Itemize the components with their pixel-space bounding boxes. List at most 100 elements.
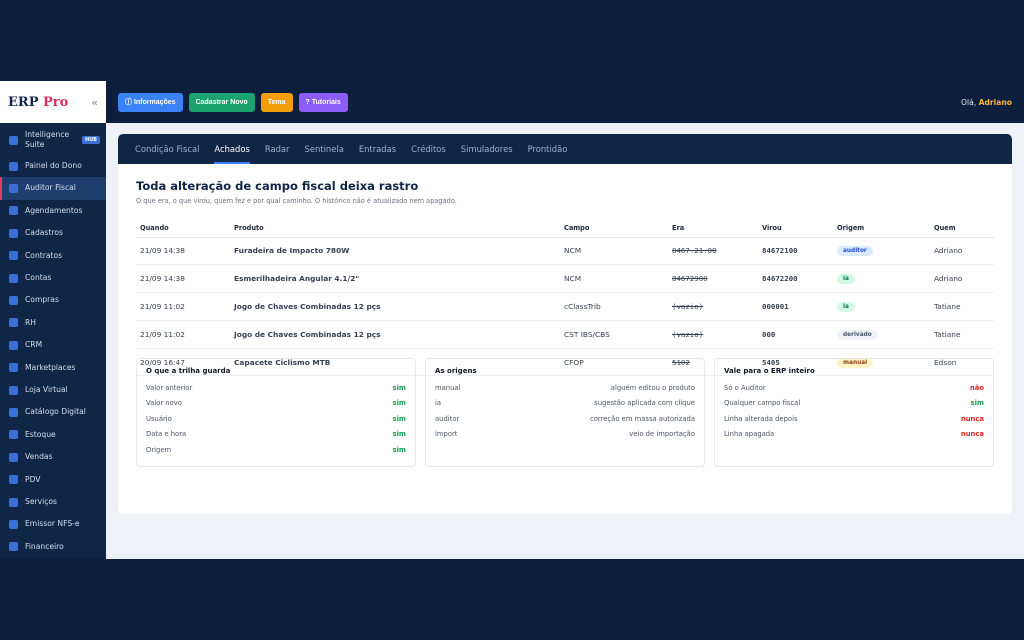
user-cell: Adriano: [930, 264, 994, 294]
sidebar-item-loja-virtual[interactable]: Loja Virtual: [0, 379, 106, 401]
sidebar-item-pdv[interactable]: PDV: [0, 468, 106, 490]
sidebar-item-servicos[interactable]: Serviços: [0, 491, 106, 513]
sidebar-item-vendas[interactable]: Vendas: [0, 446, 106, 468]
product-link[interactable]: Jogo de Chaves Combinadas 12 pçs: [230, 292, 560, 321]
tab-bar: Condição Fiscal Achados Radar Sentinela Entr…: [118, 134, 1012, 164]
info-button[interactable]: ⓘ Informações: [118, 92, 183, 112]
sidebar-item-label: Contratos: [25, 250, 63, 260]
table-row[interactable]: 21/09 14:38 Esmerilhadeira Angular 4.1/2"…: [136, 264, 994, 294]
sidebar-item-label: Estoque: [25, 429, 56, 439]
info-box-key: manual: [435, 383, 461, 392]
table-row[interactable]: 21/09 11:02 Jogo de Chaves Combinadas 12 …: [136, 292, 994, 321]
sidebar-item-label: Contas: [25, 273, 52, 283]
sidebar-item-compras[interactable]: Compras: [0, 289, 106, 311]
info-box-key: Usuário: [146, 414, 172, 423]
sidebar-item-agendamentos[interactable]: Agendamentos: [0, 200, 106, 222]
agendamentos-icon: [9, 206, 18, 216]
table-header-row: Quando Produto Campo Era Virou Origem Quem: [136, 220, 994, 238]
old-value-cell: (vazio): [668, 292, 758, 321]
sidebar-item-financeiro[interactable]: Financeiro: [0, 536, 106, 558]
info-box-value: não: [969, 383, 984, 392]
tab-condicao-fiscal[interactable]: Condição Fiscal: [135, 144, 200, 154]
info-box-key: Valor novo: [146, 399, 182, 408]
origin-cell: derivado: [833, 320, 930, 349]
emissor-nfs-e-icon: [9, 519, 18, 529]
column-header: Quando: [136, 220, 230, 238]
sidebar-item-contratos[interactable]: Contratos: [0, 245, 106, 267]
sidebar-item-label: Vendas: [25, 452, 53, 462]
app-logo[interactable]: ERP Pro: [8, 95, 68, 110]
info-box-row: Valor anterior sim: [146, 380, 406, 396]
tab-prontidao[interactable]: Prontidão: [527, 144, 568, 154]
info-box-row: Data e hora sim: [146, 427, 406, 443]
info-box-value: correção em massa autorizada: [590, 414, 695, 423]
info-box-value: sugestão aplicada com clique: [594, 399, 695, 408]
sidebar-item-catalogo-digital[interactable]: Catálogo Digital: [0, 401, 106, 423]
info-box-row: auditor correção em massa autorizada: [435, 411, 695, 427]
info-box-value: sim: [392, 399, 406, 408]
product-link[interactable]: Jogo de Chaves Combinadas 12 pçs: [230, 320, 560, 349]
origin-cell: manual: [833, 348, 930, 377]
column-header: Virou: [758, 220, 833, 238]
info-box-value: nunca: [960, 430, 984, 439]
top-toolbar: ⓘ Informações Cadastrar Novo Tema ? Tuto…: [106, 81, 1024, 123]
info-box-as-origens: As origens manual alguém editou o produto i…: [425, 358, 705, 467]
sidebar-item-label: CRM: [25, 340, 43, 350]
info-box-row: Só o Auditor não: [724, 380, 984, 396]
table-row[interactable]: 21/09 11:02 Jogo de Chaves Combinadas 12 …: [136, 320, 994, 349]
timestamp-cell: 21/09 14:38: [136, 237, 230, 266]
sidebar-item-auditor-fiscal[interactable]: Auditor Fiscal: [0, 177, 106, 201]
tutorials-button[interactable]: ? Tutoriais: [298, 92, 348, 112]
catalogo-digital-icon: [9, 407, 18, 417]
sidebar-item-rh[interactable]: RH: [0, 312, 106, 334]
new-value-cell: 000: [758, 320, 833, 349]
greeting-text: Olá,: [961, 97, 977, 107]
origin-badge: derivado: [837, 329, 878, 340]
sidebar-item-marketplaces[interactable]: Marketplaces: [0, 357, 106, 379]
sidebar-item-emissor-nfs-e[interactable]: Emissor NFS-e: [0, 513, 106, 535]
page-title: Toda alteração de campo fiscal deixa ras…: [136, 179, 419, 193]
info-box-key: Origem: [146, 445, 172, 454]
product-link[interactable]: Esmerilhadeira Angular 4.1/2": [230, 264, 560, 294]
sidebar-item-estoque[interactable]: Estoque: [0, 424, 106, 446]
tab-creditos[interactable]: Créditos: [411, 144, 446, 154]
column-header: Quem: [930, 220, 994, 238]
field-cell: cClassTrib: [560, 292, 668, 321]
old-value-cell: 84672900: [668, 264, 758, 294]
user-name: Adriano: [978, 97, 1012, 107]
theme-button[interactable]: Tema: [260, 92, 293, 112]
sidebar-item-label: PDV: [25, 474, 41, 484]
tab-simuladores[interactable]: Simuladores: [460, 144, 513, 154]
collapse-sidebar-icon[interactable]: «: [91, 95, 98, 109]
field-cell: NCM: [560, 237, 668, 266]
product-link[interactable]: Furadeira de Impacto 780W: [230, 237, 560, 266]
table-row[interactable]: 20/09 16:47 Capacete Ciclismo MTB CFOP 5102…: [136, 348, 994, 377]
user-greeting[interactable]: Olá, Adriano: [961, 98, 1012, 107]
sidebar-item-cadastros[interactable]: Cadastros: [0, 222, 106, 244]
change-log-table: Quando Produto Campo Era Virou Origem Quem 21/…: [136, 220, 994, 377]
contas-icon: [9, 273, 18, 283]
sidebar-item-crm[interactable]: CRM: [0, 334, 106, 356]
origin-cell: ia: [833, 292, 930, 321]
tab-entradas[interactable]: Entradas: [358, 144, 397, 154]
sidebar-item-painel-do-dono[interactable]: Painel do Dono: [0, 155, 106, 177]
painel-do-dono-icon: [9, 161, 18, 171]
origin-badge: ia: [837, 274, 855, 285]
sidebar-item-intelligence-suite[interactable]: Intelligence Suite HUB: [0, 125, 106, 155]
tab-sentinela[interactable]: Sentinela: [304, 144, 344, 154]
logo-text: ERP: [8, 94, 39, 110]
table-row[interactable]: 21/09 14:38 Furadeira de Impacto 780W NCM 8…: [136, 237, 994, 266]
sidebar-nav: Intelligence Suite HUB Painel do Dono Audit…: [0, 123, 106, 559]
create-new-button[interactable]: Cadastrar Novo: [188, 92, 255, 112]
info-box-value: sim: [970, 399, 984, 408]
estoque-icon: [9, 430, 18, 440]
timestamp-cell: 21/09 14:38: [136, 264, 230, 294]
tab-radar[interactable]: Radar: [264, 144, 290, 154]
product-link[interactable]: Capacete Ciclismo MTB: [230, 348, 560, 377]
info-box-value: sim: [392, 430, 406, 439]
column-header: Produto: [230, 220, 560, 238]
tab-achados[interactable]: Achados: [214, 134, 251, 164]
sidebar-item-contas[interactable]: Contas: [0, 267, 106, 289]
info-box-title: O que a trilha guarda: [146, 367, 231, 375]
origin-badge: ia: [837, 301, 855, 312]
